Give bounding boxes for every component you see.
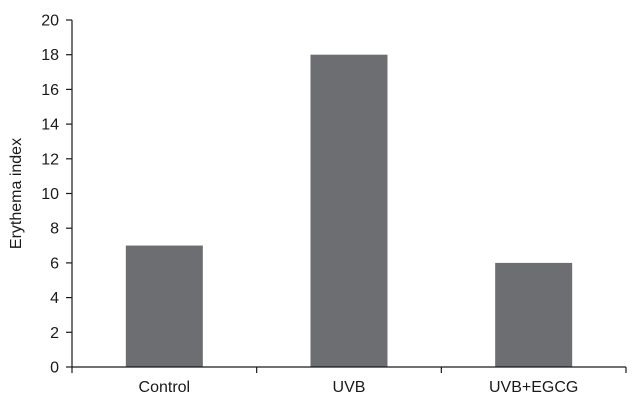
bar-uvb-egcg <box>495 262 573 367</box>
x-category-label: Control <box>139 379 191 396</box>
y-tick-label: 6 <box>50 255 59 272</box>
y-tick-label: 2 <box>50 325 59 342</box>
y-ticks-layer: 0 2 4 6 8 10 12 14 16 18 20 <box>41 13 72 377</box>
y-tick-label: 8 <box>50 221 59 238</box>
y-tick-label: 12 <box>41 151 59 168</box>
y-tick-label: 18 <box>41 47 59 64</box>
y-tick-label: 4 <box>50 290 59 307</box>
bar-control <box>125 245 203 367</box>
y-tick-label: 16 <box>41 82 59 99</box>
y-tick-label: 14 <box>41 117 59 134</box>
y-tick-label: 10 <box>41 186 59 203</box>
bars-layer <box>125 54 573 367</box>
bar-uvb <box>310 54 388 367</box>
x-ticks-layer: Control UVB UVB+EGCG <box>71 367 627 396</box>
x-category-label: UVB+EGCG <box>489 379 578 396</box>
y-axis-title: Erythema index <box>8 138 25 249</box>
y-tick-label: 0 <box>50 360 59 377</box>
y-tick-label: 20 <box>41 13 59 30</box>
x-category-label: UVB <box>333 379 366 396</box>
